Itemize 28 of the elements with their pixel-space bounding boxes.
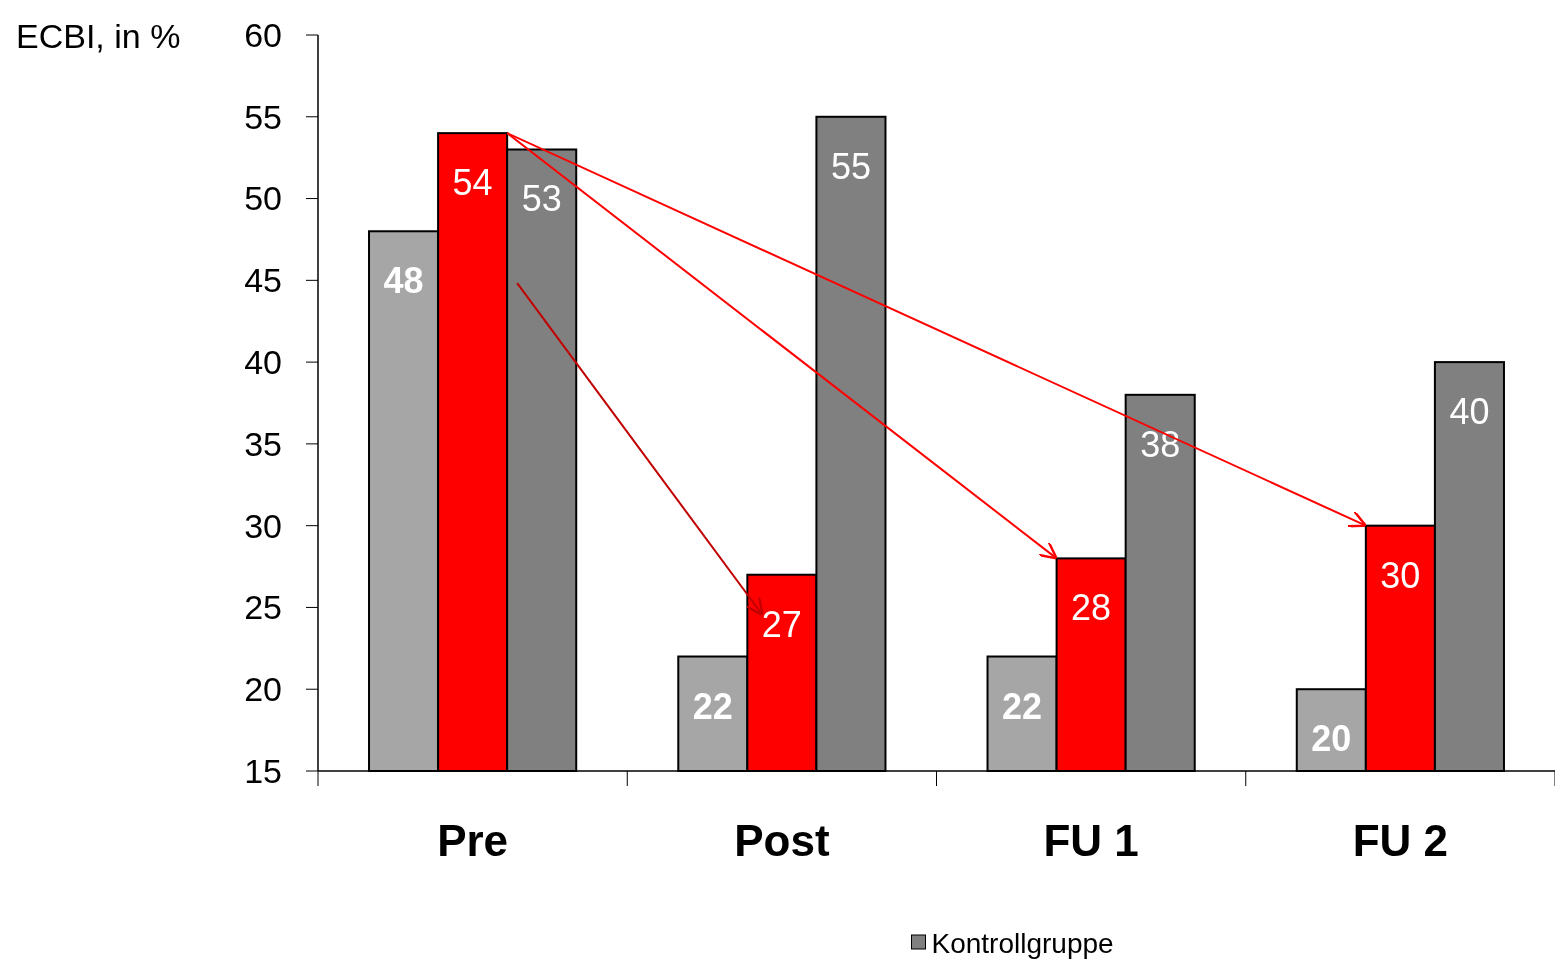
y-tick-label: 50 xyxy=(244,179,282,218)
data-label: 53 xyxy=(521,178,562,220)
data-label: 40 xyxy=(1449,391,1490,433)
data-label: 38 xyxy=(1140,423,1181,465)
data-label: 55 xyxy=(830,145,871,187)
y-tick-label: 20 xyxy=(244,670,282,709)
data-label: 20 xyxy=(1311,718,1352,760)
y-tick-label: 60 xyxy=(244,15,282,54)
y-tick-label: 25 xyxy=(244,588,282,627)
x-tick-label: Post xyxy=(734,816,830,865)
data-label: 30 xyxy=(1380,554,1421,596)
y-tick-label: 40 xyxy=(244,343,282,382)
y-tick-label: 35 xyxy=(244,424,282,463)
data-label: 54 xyxy=(452,162,493,204)
y-tick-label: 55 xyxy=(244,97,282,136)
y-tick-label: 30 xyxy=(244,506,282,545)
x-tick-label: FU 2 xyxy=(1352,816,1449,865)
y-axis-title: ECBI, in % xyxy=(16,17,181,55)
data-label: 27 xyxy=(761,603,802,645)
x-tick-label: FU 1 xyxy=(1043,816,1139,865)
x-tick-label: Pre xyxy=(437,816,509,865)
y-tick-label: 15 xyxy=(244,751,282,790)
data-label: 48 xyxy=(383,260,424,302)
y-tick-label: 45 xyxy=(244,261,282,300)
data-label: 22 xyxy=(1002,685,1043,727)
data-label: 22 xyxy=(692,685,733,727)
data-label: 28 xyxy=(1071,587,1112,629)
legend-label: Kontrollgruppe xyxy=(931,927,1114,959)
